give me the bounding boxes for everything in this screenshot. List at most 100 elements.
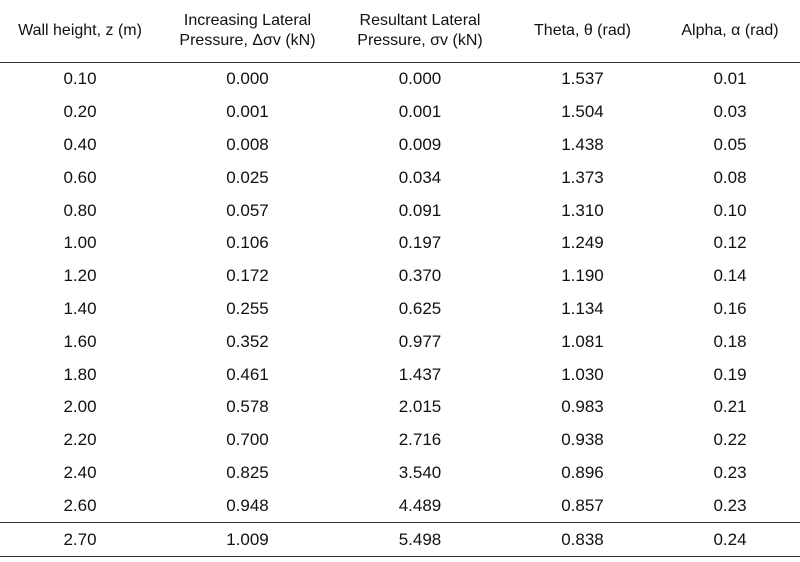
cell-resultant-pressure: 0.370	[398, 266, 442, 286]
cell-wall-height: 2.00	[63, 397, 97, 417]
header-resultant-lateral-line1: Resultant Lateral	[359, 12, 481, 29]
cell-theta: 1.249	[561, 233, 604, 253]
cell-wall-height: 1.80	[63, 364, 97, 384]
cell-theta: 1.310	[561, 200, 604, 220]
cell-resultant-pressure: 2.015	[398, 397, 442, 417]
cell-increasing-pressure: 0.172	[226, 266, 269, 286]
cell-theta: 0.938	[561, 430, 604, 450]
table-row: 2.60 0.948 4.489 0.857 0.23	[0, 489, 800, 522]
table-row: 0.80 0.057 0.091 1.310 0.10	[0, 194, 800, 227]
cell-resultant-pressure: 0.977	[398, 331, 442, 351]
table-row: 1.60 0.352 0.977 1.081 0.18	[0, 325, 800, 358]
cell-increasing-pressure: 0.057	[226, 200, 269, 220]
table-row: 1.00 0.106 0.197 1.249 0.12	[0, 227, 800, 260]
cell-increasing-pressure: 0.825	[226, 462, 269, 482]
cell-alpha: 0.03	[713, 102, 747, 122]
cell-wall-height: 1.60	[63, 331, 97, 351]
cell-resultant-pressure: 0.625	[398, 298, 442, 318]
cell-alpha: 0.21	[713, 397, 747, 417]
cell-theta: 1.504	[561, 102, 604, 122]
cell-resultant-pressure: 3.540	[398, 462, 442, 482]
table-row: 0.60 0.025 0.034 1.373 0.08	[0, 161, 800, 194]
cell-increasing-pressure: 0.025	[226, 167, 269, 187]
cell-increasing-pressure: 0.000	[226, 69, 269, 89]
cell-resultant-pressure: 0.034	[398, 167, 442, 187]
cell-resultant-pressure: 5.498	[335, 522, 505, 557]
table-row: 2.70 1.009 5.498 0.838 0.24	[0, 522, 800, 557]
cell-wall-height: 2.20	[63, 430, 97, 450]
header-theta: Theta, θ (rad)	[505, 0, 660, 63]
table-row: 1.40 0.255 0.625 1.134 0.16	[0, 293, 800, 326]
cell-alpha: 0.01	[713, 69, 747, 89]
cell-wall-height: 0.10	[63, 69, 97, 89]
cell-alpha: 0.08	[713, 167, 747, 187]
cell-increasing-pressure: 0.255	[226, 298, 269, 318]
cell-increasing-pressure: 0.008	[226, 134, 269, 154]
cell-alpha: 0.05	[713, 134, 747, 154]
table-row: 1.20 0.172 0.370 1.190 0.14	[0, 260, 800, 293]
cell-increasing-pressure: 0.461	[226, 364, 269, 384]
cell-alpha: 0.10	[713, 200, 747, 220]
header-resultant-lateral-pressure: Resultant Lateral Pressure, σv (kN)	[335, 0, 505, 63]
cell-theta: 1.081	[561, 331, 604, 351]
header-theta-label: Theta, θ (rad)	[534, 22, 631, 39]
table-row: 0.10 0.000 0.000 1.537 0.01	[0, 63, 800, 96]
cell-wall-height: 1.00	[63, 233, 97, 253]
cell-increasing-pressure: 0.106	[226, 233, 269, 253]
table-row: 0.40 0.008 0.009 1.438 0.05	[0, 129, 800, 162]
cell-theta: 1.190	[561, 266, 604, 286]
header-alpha: Alpha, α (rad)	[660, 0, 800, 63]
header-row: Wall height, z (m) Increasing Lateral Pr…	[0, 0, 800, 63]
cell-theta: 0.838	[505, 522, 660, 557]
cell-theta: 0.983	[561, 397, 604, 417]
cell-resultant-pressure: 4.489	[398, 495, 442, 515]
cell-theta: 1.438	[561, 134, 604, 154]
cell-increasing-pressure: 1.009	[160, 522, 335, 557]
cell-alpha: 0.23	[713, 462, 747, 482]
cell-wall-height: 0.80	[63, 200, 97, 220]
header-resultant-lateral-line2: Pressure, σv (kN)	[357, 32, 483, 49]
cell-theta: 0.857	[561, 495, 604, 515]
cell-alpha: 0.24	[660, 522, 800, 557]
header-increasing-lateral-line2: Pressure, Δσv (kN)	[179, 32, 316, 49]
cell-resultant-pressure: 0.091	[398, 200, 442, 220]
cell-wall-height: 0.20	[63, 102, 97, 122]
table-row: 0.20 0.001 0.001 1.504 0.03	[0, 96, 800, 129]
cell-increasing-pressure: 0.578	[226, 397, 269, 417]
cell-alpha: 0.22	[713, 430, 747, 450]
cell-theta: 0.896	[561, 462, 604, 482]
cell-wall-height: 0.60	[63, 167, 97, 187]
cell-wall-height: 1.40	[63, 298, 97, 318]
cell-increasing-pressure: 0.700	[226, 430, 269, 450]
cell-increasing-pressure: 0.352	[226, 331, 269, 351]
header-wall-height-label: Wall height, z (m)	[18, 22, 142, 39]
cell-theta: 1.537	[561, 69, 604, 89]
header-increasing-lateral-pressure: Increasing Lateral Pressure, Δσv (kN)	[160, 0, 335, 63]
header-alpha-label: Alpha, α (rad)	[681, 22, 779, 39]
cell-resultant-pressure: 0.009	[398, 134, 442, 154]
cell-wall-height: 2.70	[0, 522, 160, 557]
cell-resultant-pressure: 2.716	[398, 430, 442, 450]
cell-wall-height: 1.20	[63, 266, 97, 286]
cell-wall-height: 0.40	[63, 134, 97, 154]
cell-theta: 1.134	[561, 298, 604, 318]
cell-alpha: 0.16	[713, 298, 747, 318]
table-row: 2.00 0.578 2.015 0.983 0.21	[0, 391, 800, 424]
cell-wall-height: 2.40	[63, 462, 97, 482]
cell-wall-height: 2.60	[63, 495, 97, 515]
table-body: 0.10 0.000 0.000 1.537 0.01 0.20 0.001 0.001 1.5…	[0, 63, 800, 557]
cell-increasing-pressure: 0.001	[226, 102, 269, 122]
cell-theta: 1.373	[561, 167, 604, 187]
table-row: 1.80 0.461 1.437 1.030 0.19	[0, 358, 800, 391]
cell-increasing-pressure: 0.948	[226, 495, 269, 515]
cell-alpha: 0.12	[713, 233, 747, 253]
cell-resultant-pressure: 0.197	[398, 233, 442, 253]
cell-alpha: 0.14	[713, 266, 747, 286]
header-wall-height: Wall height, z (m)	[0, 0, 160, 63]
cell-alpha: 0.18	[713, 331, 747, 351]
cell-resultant-pressure: 0.000	[398, 69, 442, 89]
cell-alpha: 0.23	[713, 495, 747, 515]
table-row: 2.20 0.700 2.716 0.938 0.22	[0, 424, 800, 457]
cell-resultant-pressure: 0.001	[398, 102, 442, 122]
